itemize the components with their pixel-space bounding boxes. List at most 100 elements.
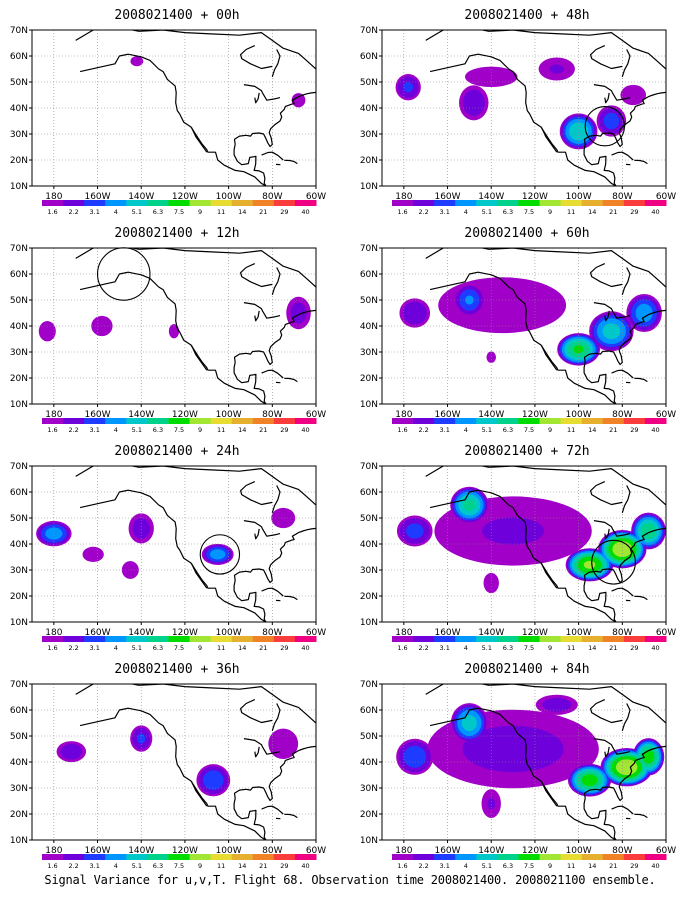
colorbar-label: 11 <box>217 644 225 652</box>
colorbar-label: 9 <box>548 208 552 216</box>
variance-contour <box>583 560 596 569</box>
y-tick-label: 30N <box>10 566 28 576</box>
colorbar-label: 14 <box>588 208 596 216</box>
colorbar-label: 4 <box>114 208 118 216</box>
x-tick-label: 60W <box>656 846 676 856</box>
coastline <box>233 91 316 148</box>
colorbar-swatch <box>63 200 85 206</box>
colorbar-label: 40 <box>651 644 659 652</box>
colorbar-swatch <box>210 854 233 860</box>
coastline <box>271 485 281 513</box>
variance-contour <box>615 759 638 776</box>
coastline <box>233 144 267 186</box>
colorbar-swatch <box>105 418 127 424</box>
coastline <box>604 310 610 322</box>
map-plot: 10N 20N 30N 40N 50N 60N 70N 180 160W 140W 120W 100W… <box>360 680 676 870</box>
colorbar-swatch <box>210 418 233 424</box>
colorbar-swatch <box>539 200 562 206</box>
panel-72h: 10N 20N 30N 40N 50N 60N 70N 180 160W 140W 120W 100W… <box>350 436 700 654</box>
coastline <box>540 781 558 807</box>
colorbar-label: 5.1 <box>482 862 492 870</box>
colorbar-label: 29 <box>630 426 638 434</box>
y-tick-label: 70N <box>10 244 28 254</box>
x-tick-label: 140W <box>478 192 504 202</box>
colorbar-label: 6.3 <box>503 862 513 870</box>
coastline <box>75 466 316 506</box>
coastline <box>604 746 610 758</box>
variance-contour <box>549 64 564 74</box>
x-tick-label: 160W <box>84 846 110 856</box>
coastline <box>233 362 267 404</box>
colorbar-label: 6.3 <box>153 644 163 652</box>
y-tick-label: 30N <box>360 784 378 794</box>
x-tick-label: 140W <box>478 628 504 638</box>
colorbar-label: 40 <box>301 208 309 216</box>
colorbar-swatch <box>294 200 317 206</box>
colorbar-label: 9 <box>198 862 202 870</box>
x-tick-label: 80W <box>262 846 282 856</box>
colorbar-swatch <box>42 418 64 424</box>
colorbar-label: 3.1 <box>90 426 100 434</box>
colorbar-label: 1.6 <box>397 862 407 870</box>
colorbar-swatch <box>294 418 317 424</box>
coastline <box>233 309 316 366</box>
y-tick-label: 60N <box>360 488 378 498</box>
colorbar-swatch <box>84 418 106 424</box>
coastline <box>284 159 298 165</box>
x-tick-label: 60W <box>306 628 326 638</box>
y-tick-label: 30N <box>10 348 28 358</box>
colorbar-label: 5.1 <box>482 644 492 652</box>
colorbar-label: 7.5 <box>524 426 534 434</box>
coastline <box>604 92 610 104</box>
colorbar-swatch <box>455 418 477 424</box>
colorbar-swatch <box>294 636 317 642</box>
colorbar-label: 11 <box>217 208 225 216</box>
x-tick-label: 80W <box>262 628 282 638</box>
colorbar-label: 7.5 <box>174 862 184 870</box>
coastline <box>271 703 281 731</box>
y-tick-label: 60N <box>10 488 28 498</box>
coastline <box>79 271 267 404</box>
colorbar-swatch <box>231 636 254 642</box>
colorbar-swatch <box>231 418 254 424</box>
x-tick-label: 60W <box>306 410 326 420</box>
colorbar-label: 11 <box>567 208 575 216</box>
coastline <box>190 345 208 371</box>
colorbar-label: 3.1 <box>440 208 450 216</box>
y-tick-label: 70N <box>360 462 378 472</box>
colorbar-swatch <box>623 636 646 642</box>
coastline <box>284 595 298 601</box>
colorbar-label: 1.6 <box>47 644 57 652</box>
y-tick-label: 40N <box>10 104 28 114</box>
colorbar-swatch <box>147 636 169 642</box>
colorbar-swatch <box>497 854 519 860</box>
coastline <box>583 745 666 802</box>
y-tick-label: 50N <box>10 296 28 306</box>
coastline <box>425 30 666 70</box>
y-tick-label: 10N <box>360 836 378 846</box>
coastline <box>79 707 267 840</box>
panel-60h: 10N 20N 30N 40N 50N 60N 70N 180 160W 140W 120W 100W… <box>350 218 700 436</box>
coastlines <box>75 248 316 404</box>
colorbar-swatch <box>126 418 148 424</box>
colorbar-swatch <box>273 200 296 206</box>
colorbar-label: 6.3 <box>153 208 163 216</box>
colorbar-swatch <box>231 854 254 860</box>
x-tick-label: 80W <box>612 628 632 638</box>
y-tick-label: 30N <box>360 130 378 140</box>
coastline <box>240 481 273 506</box>
panel-grid: 10N 20N 30N 40N 50N 60N 70N 180 160W 140W 120W 100W… <box>10 8 700 870</box>
panel-title: 2008021400 + 36h <box>114 662 240 677</box>
colorbar-label: 7.5 <box>524 862 534 870</box>
colorbar-label: 3.1 <box>90 862 100 870</box>
colorbar-swatch <box>252 200 275 206</box>
variance-contour <box>642 749 655 764</box>
coastline <box>583 144 617 186</box>
colorbar-label: 29 <box>280 862 288 870</box>
x-tick-label: 100W <box>216 192 242 202</box>
colorbar-label: 14 <box>588 862 596 870</box>
x-tick-label: 160W <box>84 192 110 202</box>
colorbar-swatch <box>210 636 233 642</box>
colorbar-label: 9 <box>548 426 552 434</box>
coastline <box>611 369 634 379</box>
